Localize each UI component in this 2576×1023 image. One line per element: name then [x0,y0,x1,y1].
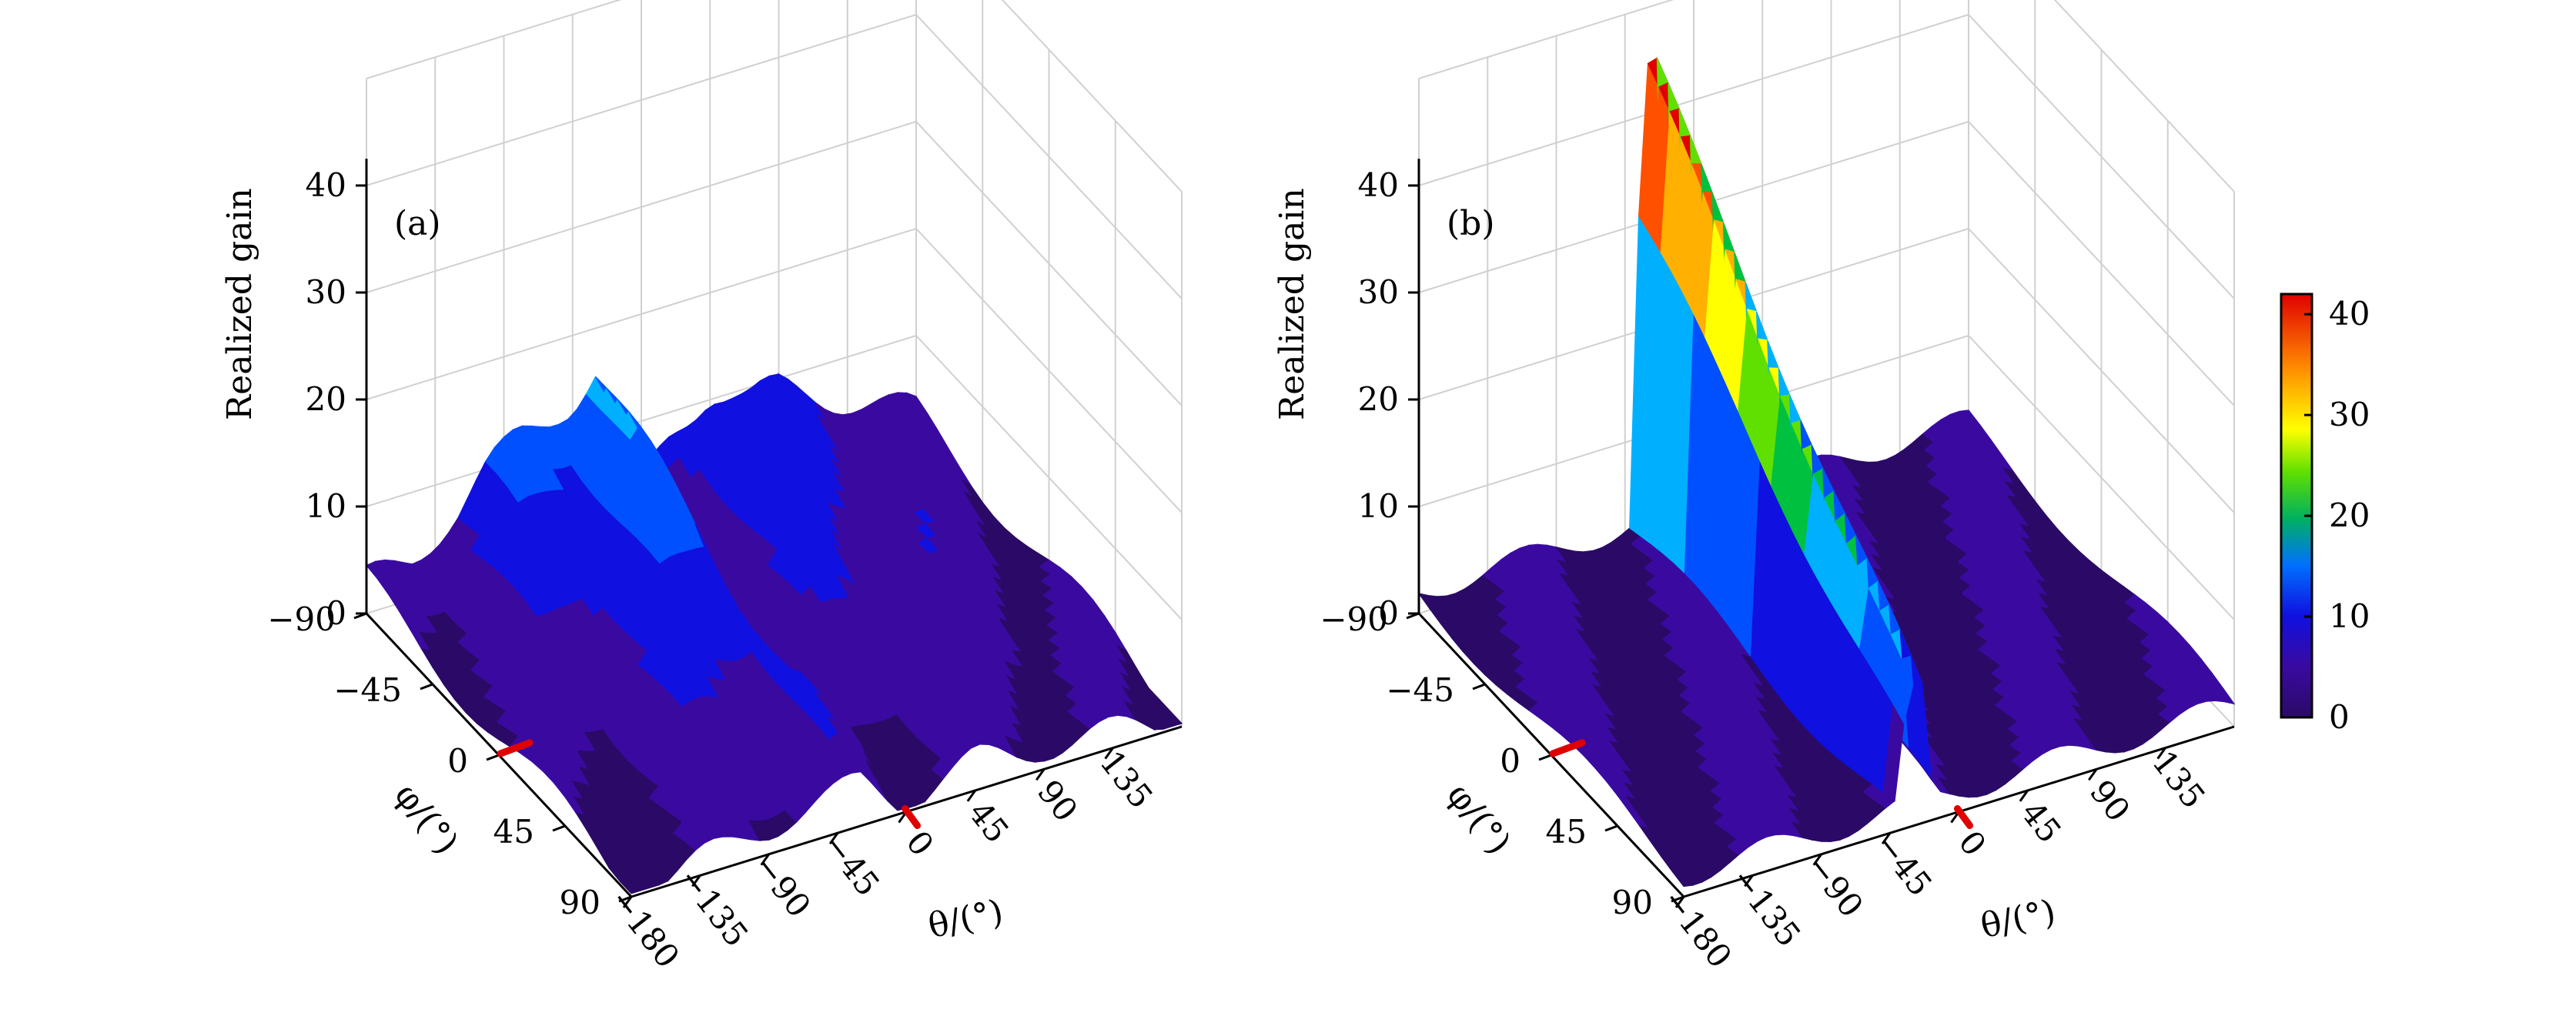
z-tick-label: 40 [1358,166,1399,204]
x-tick-label: −180 [603,882,687,975]
phi-zero-marker [497,739,534,757]
x-tick [760,853,770,866]
colorbar-tick-label: 0 [2329,698,2350,736]
colorbar-tick-label: 40 [2329,295,2370,333]
y-tick [618,895,632,903]
y-tick-label: 0 [1500,742,1521,780]
y-tick [1671,895,1684,903]
y-axis-title: φ/(°) [1439,776,1518,862]
x-tick-label: −135 [671,861,756,954]
phi-zero-marker [1549,739,1586,757]
y-tick-label: −45 [333,671,402,709]
x-tick-label: 135 [2145,744,2213,815]
x-tick [1104,747,1114,760]
y-tick [486,754,500,761]
x-tick [1881,832,1892,844]
panel-label: (a) [394,204,441,243]
y-axis-title: φ/(°) [386,776,466,862]
z-tick-label: 30 [1358,273,1399,311]
z-tick-label: 40 [306,166,346,204]
x-axis-title: θ/(°) [1977,892,2059,946]
z-axis-title: Realized gain [220,188,259,420]
x-tick-label: 0 [1951,824,1993,863]
colorbar: 0 10 20 30 40 [2280,293,2370,736]
x-tick [828,832,839,844]
y-tick-label: −90 [1320,600,1388,638]
gridline-z [366,13,1183,299]
z-tick-label: 20 [1358,380,1399,418]
x-tick-label: 90 [1030,773,1086,828]
colorbar-gradient-bar [2280,293,2313,719]
x-tick-label: −135 [1724,861,1808,954]
x-tick [966,790,977,802]
z-tick-label: 0 [326,594,346,632]
y-tick [420,683,433,690]
gridline-z [1418,120,2235,406]
surface-patch [1160,710,1183,727]
panel-label: (b) [1447,204,1495,243]
y-tick-label: 0 [447,742,468,780]
colorbar-tick-label: 10 [2329,597,2370,635]
x-tick-label: 45 [2014,794,2069,850]
y-tick [552,824,566,832]
gridline-z [366,0,1183,192]
z-tick-label: 10 [1358,487,1399,525]
y-tick-label: 45 [493,813,534,851]
z-tick-label: 20 [306,380,346,418]
x-tick-label: 90 [2083,773,2138,828]
x-tick [691,874,701,888]
y-tick-label: 90 [1612,884,1653,921]
y-tick [1472,683,1486,690]
x-tick [2156,747,2166,760]
z-tick-label: 30 [306,273,346,311]
surface [1417,57,2236,888]
y-tick [1406,612,1420,620]
y-tick [1604,824,1618,832]
x-tick-label: 135 [1092,744,1160,815]
y-tick-label: −45 [1386,671,1454,709]
y-tick-label: 45 [1546,813,1587,851]
colorbar-tick-label: 20 [2329,496,2370,534]
z-tick-label: 0 [1378,594,1399,632]
gridline-z [366,120,1183,406]
x-tick-label: −180 [1655,882,1740,975]
y-tick-label: −90 [267,600,336,638]
y-tick-label: 90 [560,884,601,921]
surface-patch [2213,686,2236,705]
x-tick [2088,768,2098,781]
x-tick [1674,896,1685,908]
y-tick [1538,754,1552,761]
gridline-z [1418,0,2235,192]
x-tick-label: 0 [898,824,941,863]
x-tick-label: 45 [962,794,1017,850]
y-tick [353,612,367,620]
x-tick [1035,768,1045,781]
colorbar-tick-label: 30 [2329,396,2370,433]
x-tick [1744,874,1754,888]
theta-zero-marker [1954,805,1973,829]
x-axis-title: θ/(°) [925,892,1006,946]
grid-walls [366,0,1183,727]
theta-zero-marker [902,805,921,829]
z-tick-label: 10 [306,487,346,525]
surface [366,373,1183,894]
z-axis-title: Realized gain [1273,188,1312,420]
x-tick [622,896,633,908]
x-tick [1812,853,1822,866]
x-tick [2019,790,2029,802]
gridline-z [1418,13,2235,299]
